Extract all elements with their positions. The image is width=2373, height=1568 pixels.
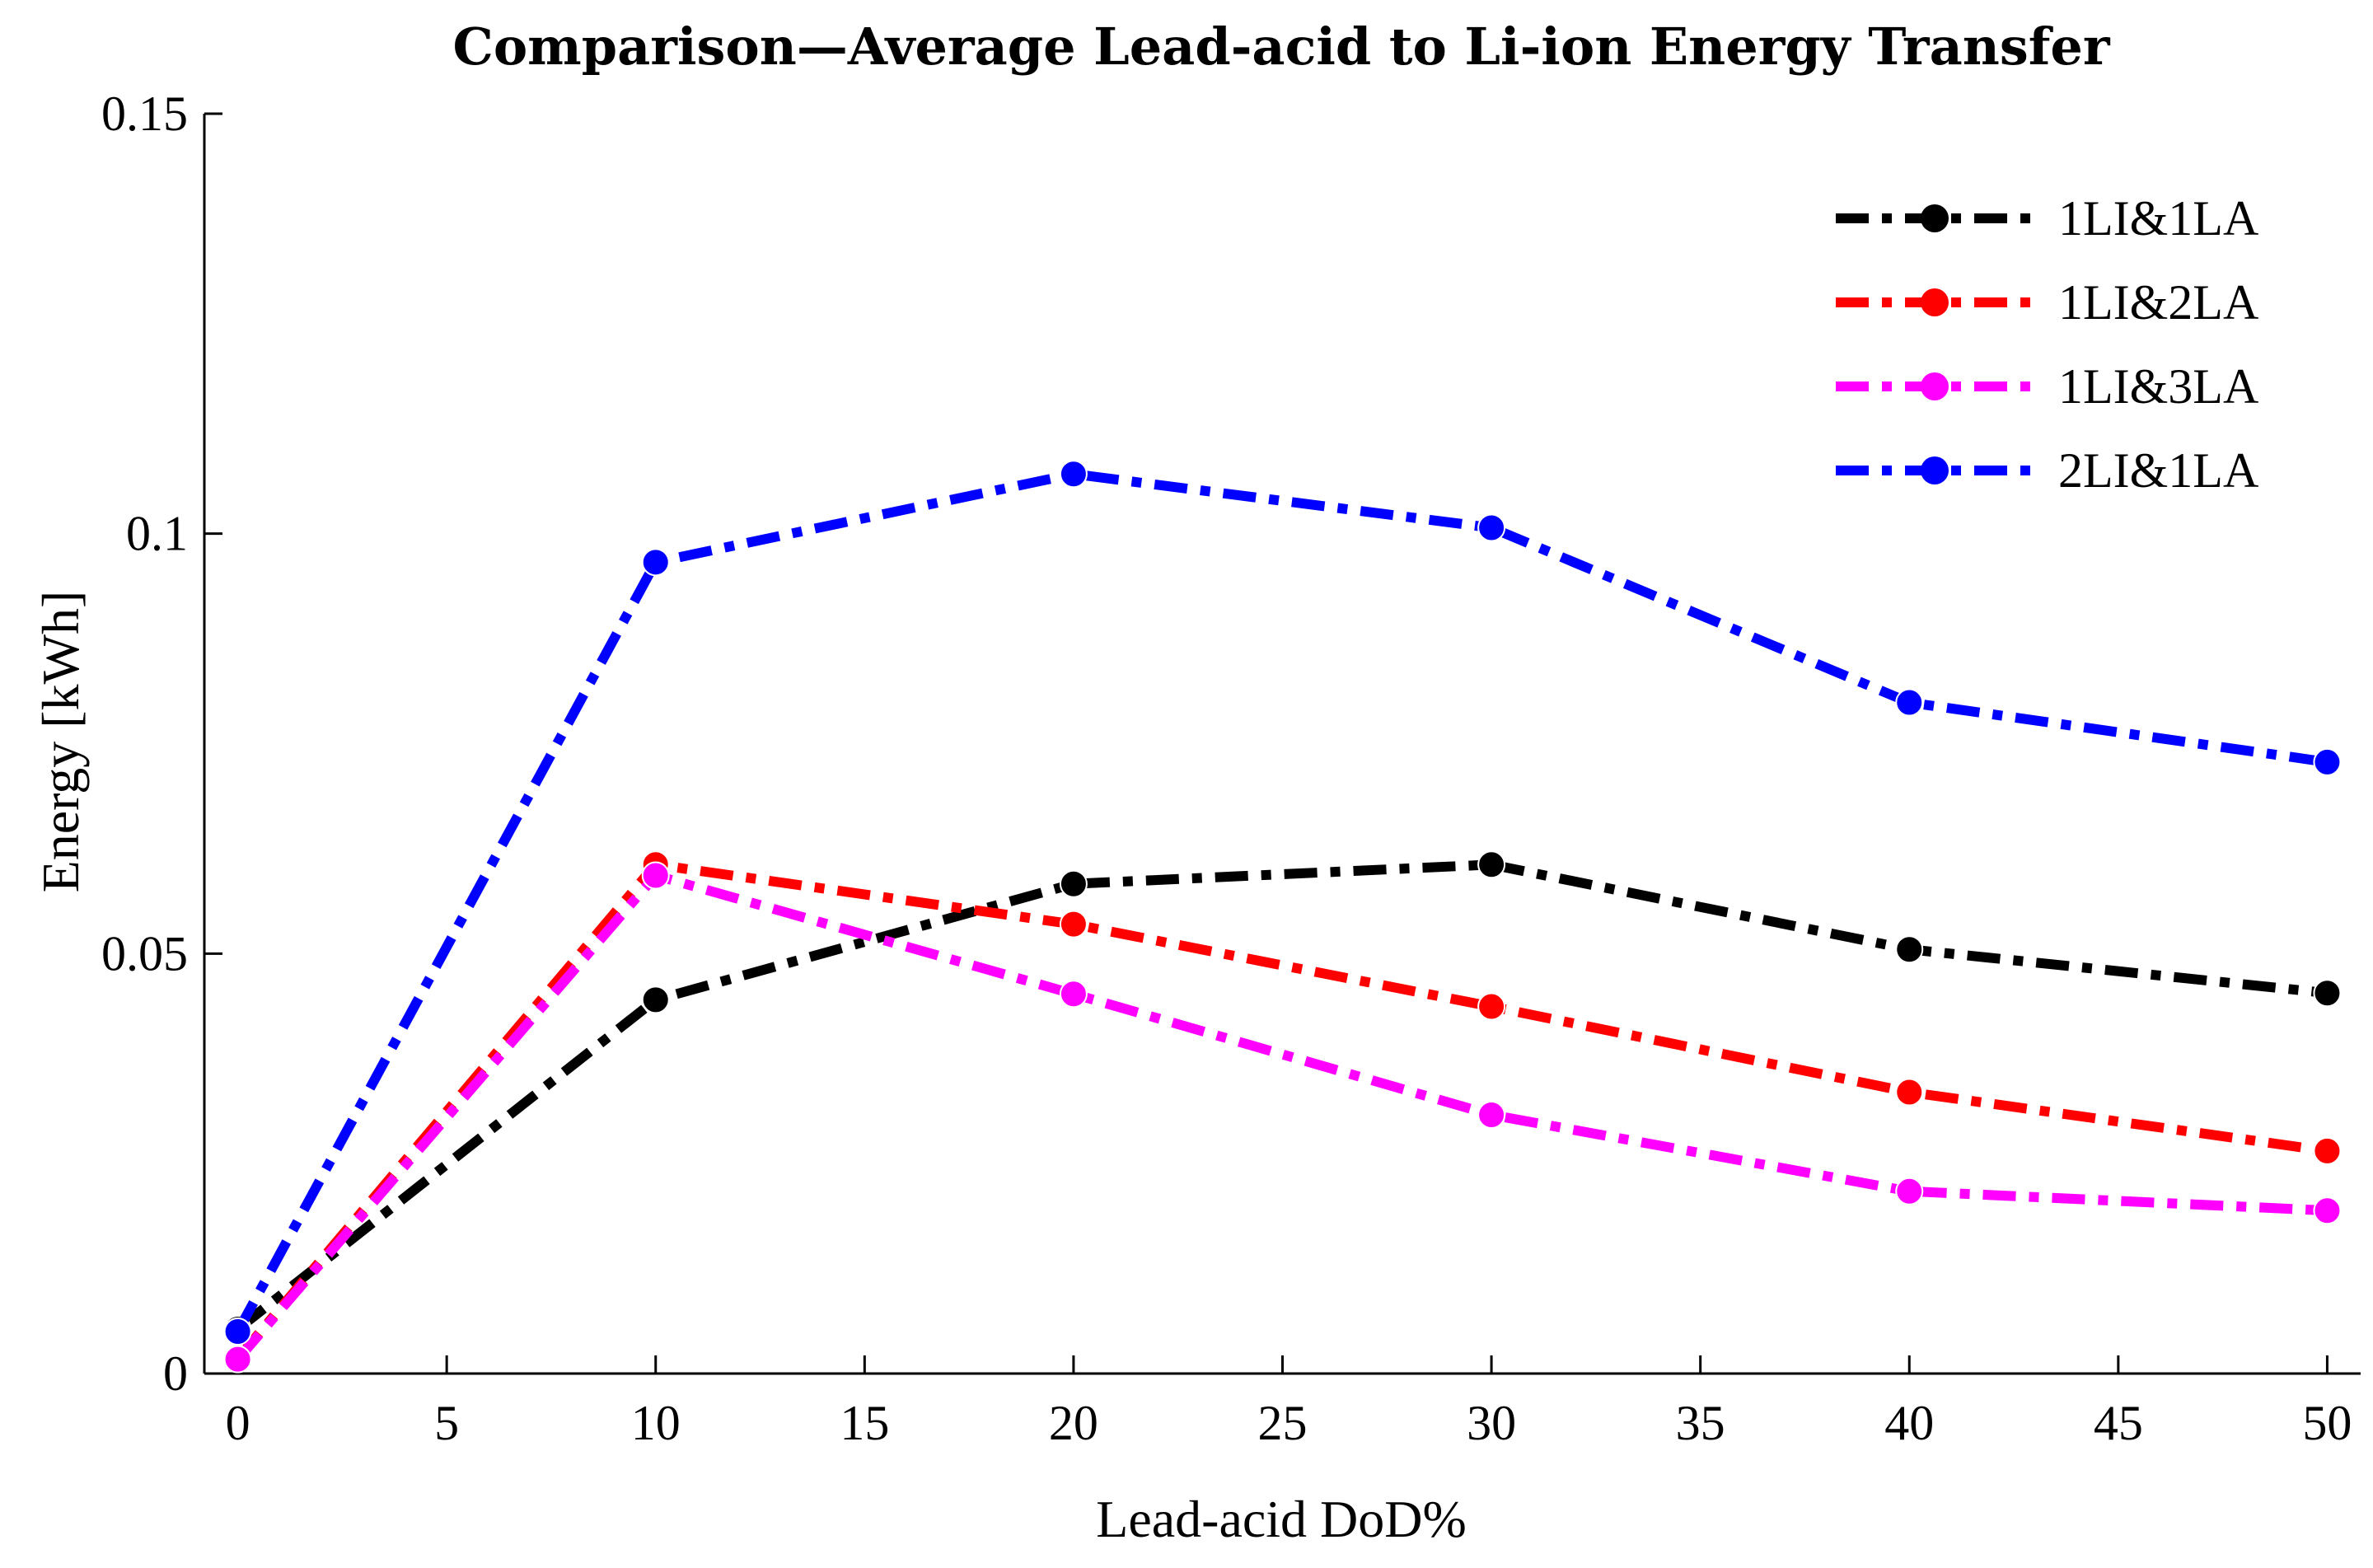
legend-marker <box>1921 204 1949 232</box>
chart-title: Comparison—Average Lead-acid to Li-ion E… <box>452 16 2110 77</box>
data-point <box>2313 1136 2342 1165</box>
legend-marker <box>1921 288 1949 316</box>
legend-marker <box>1921 372 1949 400</box>
data-point <box>2313 979 2342 1008</box>
series-group <box>223 850 2342 1373</box>
legend-marker <box>1921 456 1949 484</box>
x-tick-label: 35 <box>1676 1396 1725 1450</box>
legend-entry: 1LI&2LA <box>1836 275 2258 330</box>
x-tick-label: 30 <box>1467 1396 1516 1450</box>
data-point <box>1059 980 1088 1009</box>
legend: 1LI&1LA 1LI&2LA 1LI&3LA 2LI&1LA <box>1836 191 2258 498</box>
data-point <box>1477 1101 1506 1130</box>
data-point <box>1895 935 1924 964</box>
y-ticks: 0 0.05 0.1 0.15 <box>101 87 222 1401</box>
y-tick-label: 0.1 <box>126 507 188 561</box>
series-line <box>234 859 2329 1362</box>
y-tick-label: 0.05 <box>101 926 188 981</box>
series-line <box>234 870 2328 1363</box>
x-axis-label: Lead-acid DoD% <box>1096 1490 1467 1548</box>
data-point <box>1059 869 1088 898</box>
data-point <box>223 1318 252 1346</box>
data-point <box>1895 1078 1924 1107</box>
x-tick-label: 10 <box>631 1396 681 1450</box>
y-tick-label: 0 <box>163 1346 188 1401</box>
x-tick-label: 5 <box>434 1396 459 1450</box>
legend-entry: 2LI&1LA <box>1836 443 2258 498</box>
series-group <box>223 460 2342 1346</box>
data-point <box>1059 460 1088 489</box>
x-ticks: 0 5 10 15 20 25 30 35 40 45 50 <box>226 1355 2352 1450</box>
legend-entry: 1LI&3LA <box>1836 359 2258 414</box>
legend-label: 1LI&2LA <box>2058 275 2258 330</box>
data-point <box>223 1345 252 1374</box>
data-point <box>1477 513 1506 542</box>
legend-label: 1LI&3LA <box>2058 359 2258 414</box>
data-point <box>1059 910 1088 938</box>
x-tick-label: 40 <box>1884 1396 1934 1450</box>
y-tick-label: 0.15 <box>101 87 188 141</box>
data-point <box>2313 747 2342 776</box>
series-group <box>223 861 2342 1374</box>
data-point <box>641 548 670 577</box>
data-point <box>1477 992 1506 1021</box>
x-tick-label: 20 <box>1049 1396 1098 1450</box>
data-point <box>641 985 670 1014</box>
x-tick-label: 25 <box>1258 1396 1308 1450</box>
x-tick-label: 15 <box>840 1396 889 1450</box>
series-layer <box>223 460 2342 1374</box>
data-point <box>641 861 670 890</box>
legend-label: 2LI&1LA <box>2058 443 2258 498</box>
x-tick-label: 50 <box>2302 1396 2352 1450</box>
legend-label: 1LI&1LA <box>2058 191 2258 246</box>
axes <box>203 114 2361 1375</box>
x-tick-label: 0 <box>226 1396 250 1450</box>
data-point <box>1895 1177 1924 1205</box>
series-line <box>234 859 2329 1333</box>
series-line <box>233 469 2329 1334</box>
data-point <box>1477 850 1506 879</box>
data-point <box>2313 1196 2342 1225</box>
series-group <box>223 850 2342 1343</box>
legend-entry: 1LI&1LA <box>1836 191 2258 246</box>
y-axis-label: Energy [kWh] <box>31 591 90 893</box>
data-point <box>1895 688 1924 717</box>
x-tick-label: 45 <box>2094 1396 2143 1450</box>
